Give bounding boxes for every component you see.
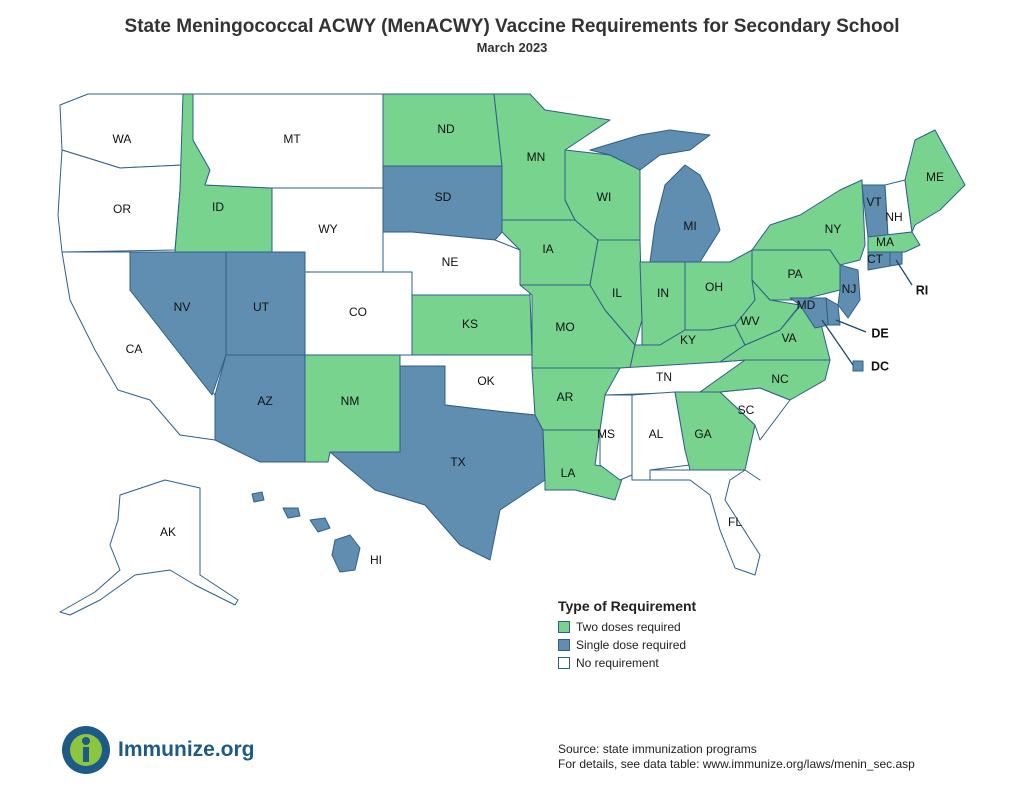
label-wv: WV bbox=[740, 314, 759, 328]
label-id: ID bbox=[212, 200, 224, 214]
state-nj[interactable] bbox=[837, 264, 861, 319]
label-or: OR bbox=[113, 202, 131, 216]
label-va: VA bbox=[781, 331, 796, 345]
state-wv[interactable] bbox=[734, 279, 801, 346]
label-mi: MI bbox=[683, 219, 696, 233]
state-me[interactable] bbox=[904, 129, 966, 233]
label-nv: NV bbox=[174, 300, 191, 314]
label-fl: FL bbox=[728, 515, 742, 529]
label-md: MD bbox=[797, 298, 816, 312]
legend-item-none: No requirement bbox=[558, 654, 696, 672]
source-line-2: For details, see data table: www.immuniz… bbox=[558, 757, 915, 771]
label-nc: NC bbox=[771, 372, 789, 386]
label-az: AZ bbox=[257, 394, 272, 408]
label-ia: IA bbox=[542, 242, 553, 256]
label-nd: ND bbox=[437, 122, 455, 136]
label-ut: UT bbox=[253, 300, 270, 314]
state-hi-big[interactable] bbox=[331, 534, 361, 573]
legend-label-two-doses: Two doses required bbox=[576, 620, 681, 634]
label-nh: NH bbox=[885, 210, 902, 224]
label-mn: MN bbox=[527, 150, 546, 164]
label-ak: AK bbox=[160, 525, 176, 539]
legend-item-single-dose: Single dose required bbox=[558, 636, 696, 654]
label-wa: WA bbox=[113, 132, 132, 146]
legend-label-none: No requirement bbox=[576, 656, 659, 670]
state-ak[interactable] bbox=[59, 479, 239, 616]
state-nm[interactable] bbox=[304, 354, 401, 463]
label-ca: CA bbox=[126, 342, 143, 356]
state-md[interactable] bbox=[789, 297, 829, 329]
state-ri[interactable] bbox=[889, 251, 903, 267]
label-la: LA bbox=[561, 466, 576, 480]
leader-ri bbox=[895, 259, 913, 286]
state-nv[interactable] bbox=[129, 251, 227, 396]
label-pa: PA bbox=[787, 267, 802, 281]
label-nj: NJ bbox=[842, 282, 857, 296]
label-ar: AR bbox=[557, 390, 574, 404]
label-tx: TX bbox=[450, 455, 465, 469]
state-tx[interactable] bbox=[329, 365, 546, 561]
source-note: Source: state immunization programs For … bbox=[558, 742, 915, 772]
legend-title: Type of Requirement bbox=[558, 598, 697, 614]
label-hi: HI bbox=[370, 553, 382, 567]
state-ny[interactable] bbox=[751, 179, 866, 266]
label-sd: SD bbox=[435, 190, 452, 204]
label-ms: MS bbox=[597, 427, 615, 441]
label-mo: MO bbox=[555, 320, 574, 334]
label-vt: VT bbox=[866, 195, 882, 209]
source-line-1: Source: state immunization programs bbox=[558, 742, 757, 756]
label-oh: OH bbox=[705, 280, 723, 294]
label-ok: OK bbox=[477, 374, 494, 388]
legend-label-single-dose: Single dose required bbox=[576, 638, 687, 652]
label-ne: NE bbox=[442, 255, 459, 269]
legend-swatch-single-dose bbox=[558, 639, 570, 651]
leader-de bbox=[835, 319, 867, 333]
label-sc: SC bbox=[738, 403, 755, 417]
label-ri: RI bbox=[916, 283, 929, 297]
map-title: State Meningococcal ACWY (MenACWY) Vacci… bbox=[124, 16, 900, 37]
label-il: IL bbox=[612, 286, 622, 300]
state-hi-oahu[interactable] bbox=[282, 507, 301, 519]
legend-swatch-two-doses bbox=[558, 621, 570, 633]
immunize-logo-icon bbox=[62, 726, 110, 774]
map-subtitle: March 2023 bbox=[476, 40, 548, 55]
state-hi-maui[interactable] bbox=[309, 517, 331, 533]
label-tn: TN bbox=[656, 370, 672, 384]
label-wy: WY bbox=[318, 222, 337, 236]
label-ny: NY bbox=[825, 222, 842, 236]
label-co: CO bbox=[349, 305, 367, 319]
state-hi-kauai[interactable] bbox=[251, 491, 265, 503]
state-labels: WA OR CA ID NV MT WY UT AZ CO NM ND SD N… bbox=[113, 122, 944, 567]
immunize-logo[interactable]: Immunize.org bbox=[62, 726, 255, 774]
legend-swatch-none bbox=[558, 657, 570, 669]
state-az[interactable] bbox=[214, 354, 306, 463]
state-fl[interactable] bbox=[649, 469, 761, 576]
legend-item-two-doses: Two doses required bbox=[558, 618, 696, 636]
legend: Type of Requirement Two doses required S… bbox=[558, 598, 696, 672]
state-ma[interactable] bbox=[867, 231, 921, 253]
state-in[interactable] bbox=[639, 261, 686, 346]
label-ma: MA bbox=[876, 235, 894, 249]
label-nm: NM bbox=[341, 394, 360, 408]
label-ky: KY bbox=[680, 333, 696, 347]
state-mi-up[interactable] bbox=[589, 129, 711, 171]
state-dc-marker[interactable] bbox=[852, 360, 864, 372]
label-wi: WI bbox=[597, 190, 612, 204]
state-la[interactable] bbox=[542, 429, 626, 501]
leader-dc bbox=[821, 319, 854, 366]
state-vt[interactable] bbox=[861, 184, 889, 238]
label-ct: CT bbox=[867, 252, 884, 266]
label-me: ME bbox=[926, 170, 944, 184]
state-mi[interactable] bbox=[649, 164, 721, 263]
label-al: AL bbox=[649, 427, 664, 441]
label-de: DE bbox=[871, 326, 888, 340]
label-ga: GA bbox=[694, 427, 711, 441]
label-dc: DC bbox=[871, 359, 889, 373]
label-mt: MT bbox=[283, 132, 301, 146]
label-in: IN bbox=[657, 286, 669, 300]
label-ks: KS bbox=[462, 317, 478, 331]
immunize-logo-text: Immunize.org bbox=[118, 738, 255, 761]
